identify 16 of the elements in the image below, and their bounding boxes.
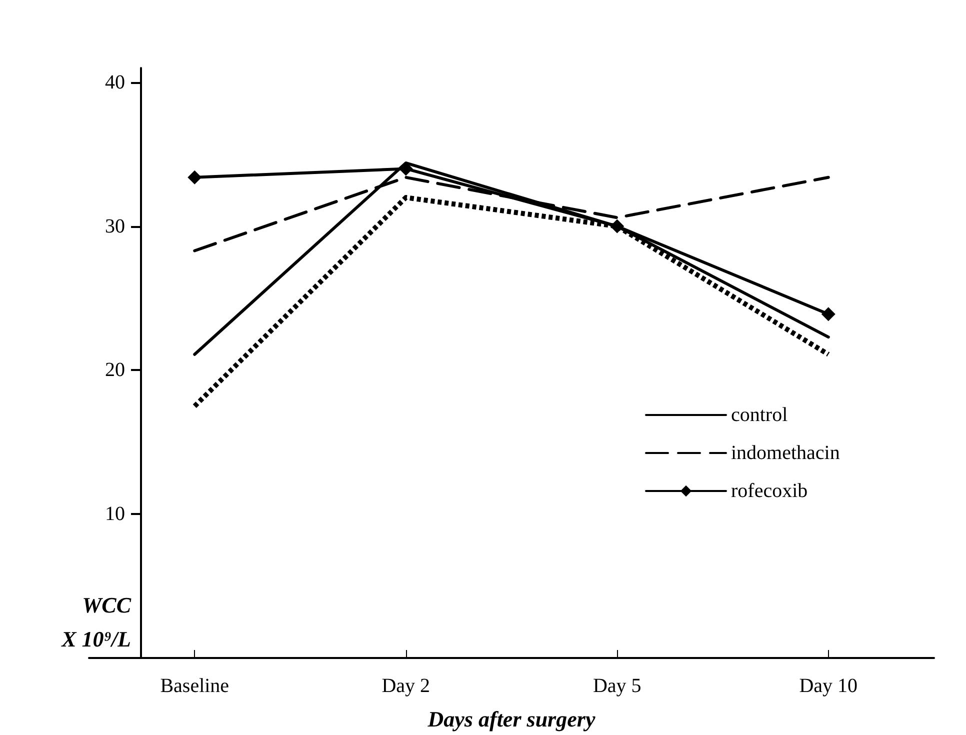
x-axis-title: Days after surgery: [426, 706, 596, 732]
x-tick-label: Day 5: [592, 675, 642, 697]
y-tick-label: 10: [105, 503, 125, 526]
point: [610, 219, 624, 234]
x-tick-label: Baseline: [160, 675, 230, 697]
y-axis-title: WCC X 10⁹/L: [60, 592, 132, 652]
y-tick-label: 30: [105, 215, 125, 238]
legend-label: rofecoxib: [731, 480, 808, 502]
y-tick-label: 20: [105, 359, 125, 382]
legend-label: indomethacin: [731, 442, 840, 464]
point: [188, 170, 202, 184]
x-tick-label: Day 10: [799, 675, 858, 697]
y-tick-label: 40: [105, 71, 125, 94]
point: [821, 307, 836, 322]
legend-label: control: [731, 404, 788, 426]
x-tick-label: Day 2: [382, 675, 430, 697]
